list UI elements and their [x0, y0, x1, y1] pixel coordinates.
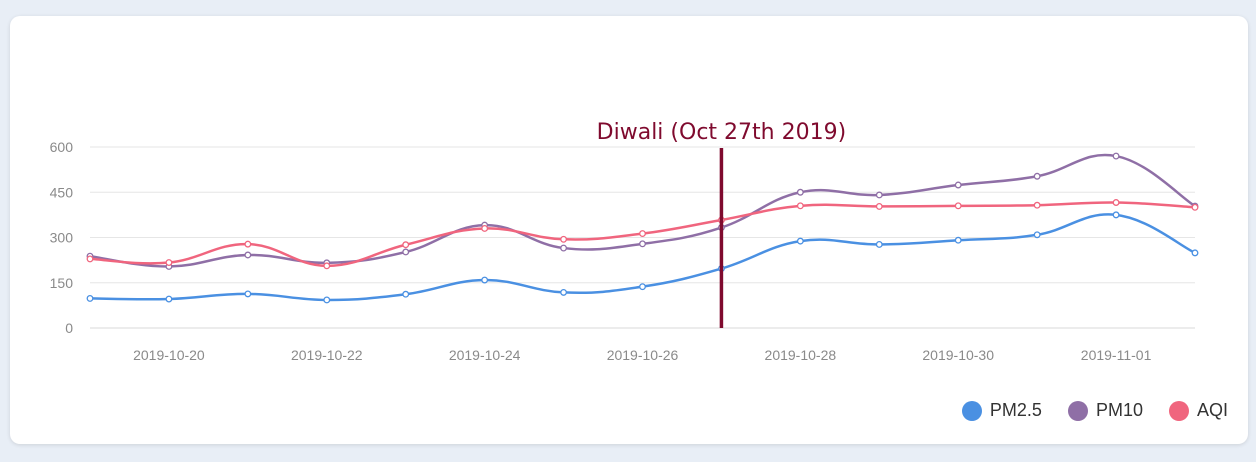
y-tick-label: 300	[50, 230, 74, 246]
data-point-pm2-5[interactable]	[86, 294, 94, 302]
legend-label-pm2-5: PM2.5	[989, 400, 1042, 420]
x-tick-label: 2019-11-01	[1081, 347, 1152, 363]
y-axis-ticks: 0 150 300 450 600	[50, 139, 74, 336]
grid	[90, 146, 1195, 329]
data-point-aqi[interactable]	[954, 202, 962, 210]
legend-item-pm2-5[interactable]: PM2.5	[961, 400, 1042, 421]
legend-swatch-aqi	[1168, 400, 1189, 421]
legend-swatch-pm2-5	[961, 400, 982, 421]
annotation-label: Diwali (Oct 27th 2019)	[597, 120, 847, 145]
x-tick-label: 2019-10-20	[133, 347, 205, 363]
data-point-pm10[interactable]	[639, 240, 646, 248]
x-axis-ticks: 2019-10-20 2019-10-22 2019-10-24 2019-10-26…	[133, 347, 1151, 363]
data-point-aqi[interactable]	[323, 262, 331, 270]
data-point-pm2-5[interactable]	[560, 288, 568, 296]
data-point-pm2-5[interactable]	[954, 236, 962, 244]
chart-card	[10, 16, 1248, 444]
data-point-pm10[interactable]	[954, 181, 962, 189]
data-point-pm2-5[interactable]	[1033, 231, 1041, 239]
series-lines	[86, 152, 1199, 304]
legend-swatch-pm10	[1067, 400, 1088, 421]
data-point-aqi[interactable]	[796, 202, 804, 210]
data-point-pm2-5[interactable]	[165, 295, 173, 303]
data-point-pm2-5[interactable]	[402, 290, 410, 298]
series-line-aqi	[89, 201, 1196, 268]
series-aqi	[86, 199, 1199, 270]
data-point-pm2-5[interactable]	[481, 276, 489, 284]
annotation: Diwali (Oct 27th 2019)	[597, 120, 847, 328]
data-point-pm2-5[interactable]	[244, 290, 252, 298]
data-point-aqi[interactable]	[165, 259, 173, 266]
y-tick-label: 600	[50, 139, 74, 155]
series-pm2-5	[86, 211, 1199, 304]
data-point-aqi[interactable]	[639, 230, 646, 238]
data-point-aqi[interactable]	[481, 224, 489, 232]
legend: PM2.5 PM10 AQI	[961, 400, 1228, 421]
legend-label-pm10: PM10	[1095, 400, 1143, 420]
data-point-aqi[interactable]	[402, 241, 410, 249]
data-point-pm2-5[interactable]	[1112, 211, 1120, 219]
data-point-pm2-5[interactable]	[323, 296, 331, 304]
data-point-pm10[interactable]	[1112, 152, 1120, 160]
x-tick-label: 2019-10-30	[922, 347, 994, 363]
y-tick-label: 450	[50, 184, 74, 200]
legend-item-pm10[interactable]: PM10	[1067, 400, 1143, 421]
series-pm10	[86, 152, 1199, 270]
x-tick-label: 2019-10-24	[449, 347, 521, 363]
legend-label-aqi: AQI	[1196, 400, 1228, 420]
x-tick-label: 2019-10-26	[607, 347, 679, 363]
data-point-pm2-5[interactable]	[639, 283, 646, 291]
series-line-pm2-5	[89, 213, 1196, 302]
data-point-aqi[interactable]	[875, 202, 883, 210]
data-point-aqi[interactable]	[86, 255, 94, 263]
legend-item-aqi[interactable]: AQI	[1168, 400, 1228, 421]
data-point-aqi[interactable]	[560, 235, 568, 243]
data-point-pm10[interactable]	[875, 191, 883, 199]
data-point-aqi[interactable]	[1191, 203, 1199, 211]
y-tick-label: 0	[65, 320, 73, 336]
data-point-pm10[interactable]	[402, 248, 410, 256]
data-point-pm2-5[interactable]	[1191, 249, 1199, 257]
series-line-pm10	[89, 153, 1196, 268]
y-tick-label: 150	[50, 275, 74, 291]
data-point-pm10[interactable]	[244, 251, 252, 259]
data-point-pm10[interactable]	[796, 188, 804, 196]
data-point-aqi[interactable]	[1033, 201, 1041, 209]
data-point-pm2-5[interactable]	[796, 237, 804, 245]
data-point-aqi[interactable]	[244, 240, 252, 248]
x-tick-label: 2019-10-28	[765, 347, 837, 363]
data-point-pm2-5[interactable]	[875, 240, 883, 248]
x-tick-label: 2019-10-22	[291, 347, 363, 363]
data-point-pm10[interactable]	[1033, 172, 1041, 180]
data-point-aqi[interactable]	[1112, 199, 1120, 206]
data-point-pm10[interactable]	[560, 244, 568, 252]
